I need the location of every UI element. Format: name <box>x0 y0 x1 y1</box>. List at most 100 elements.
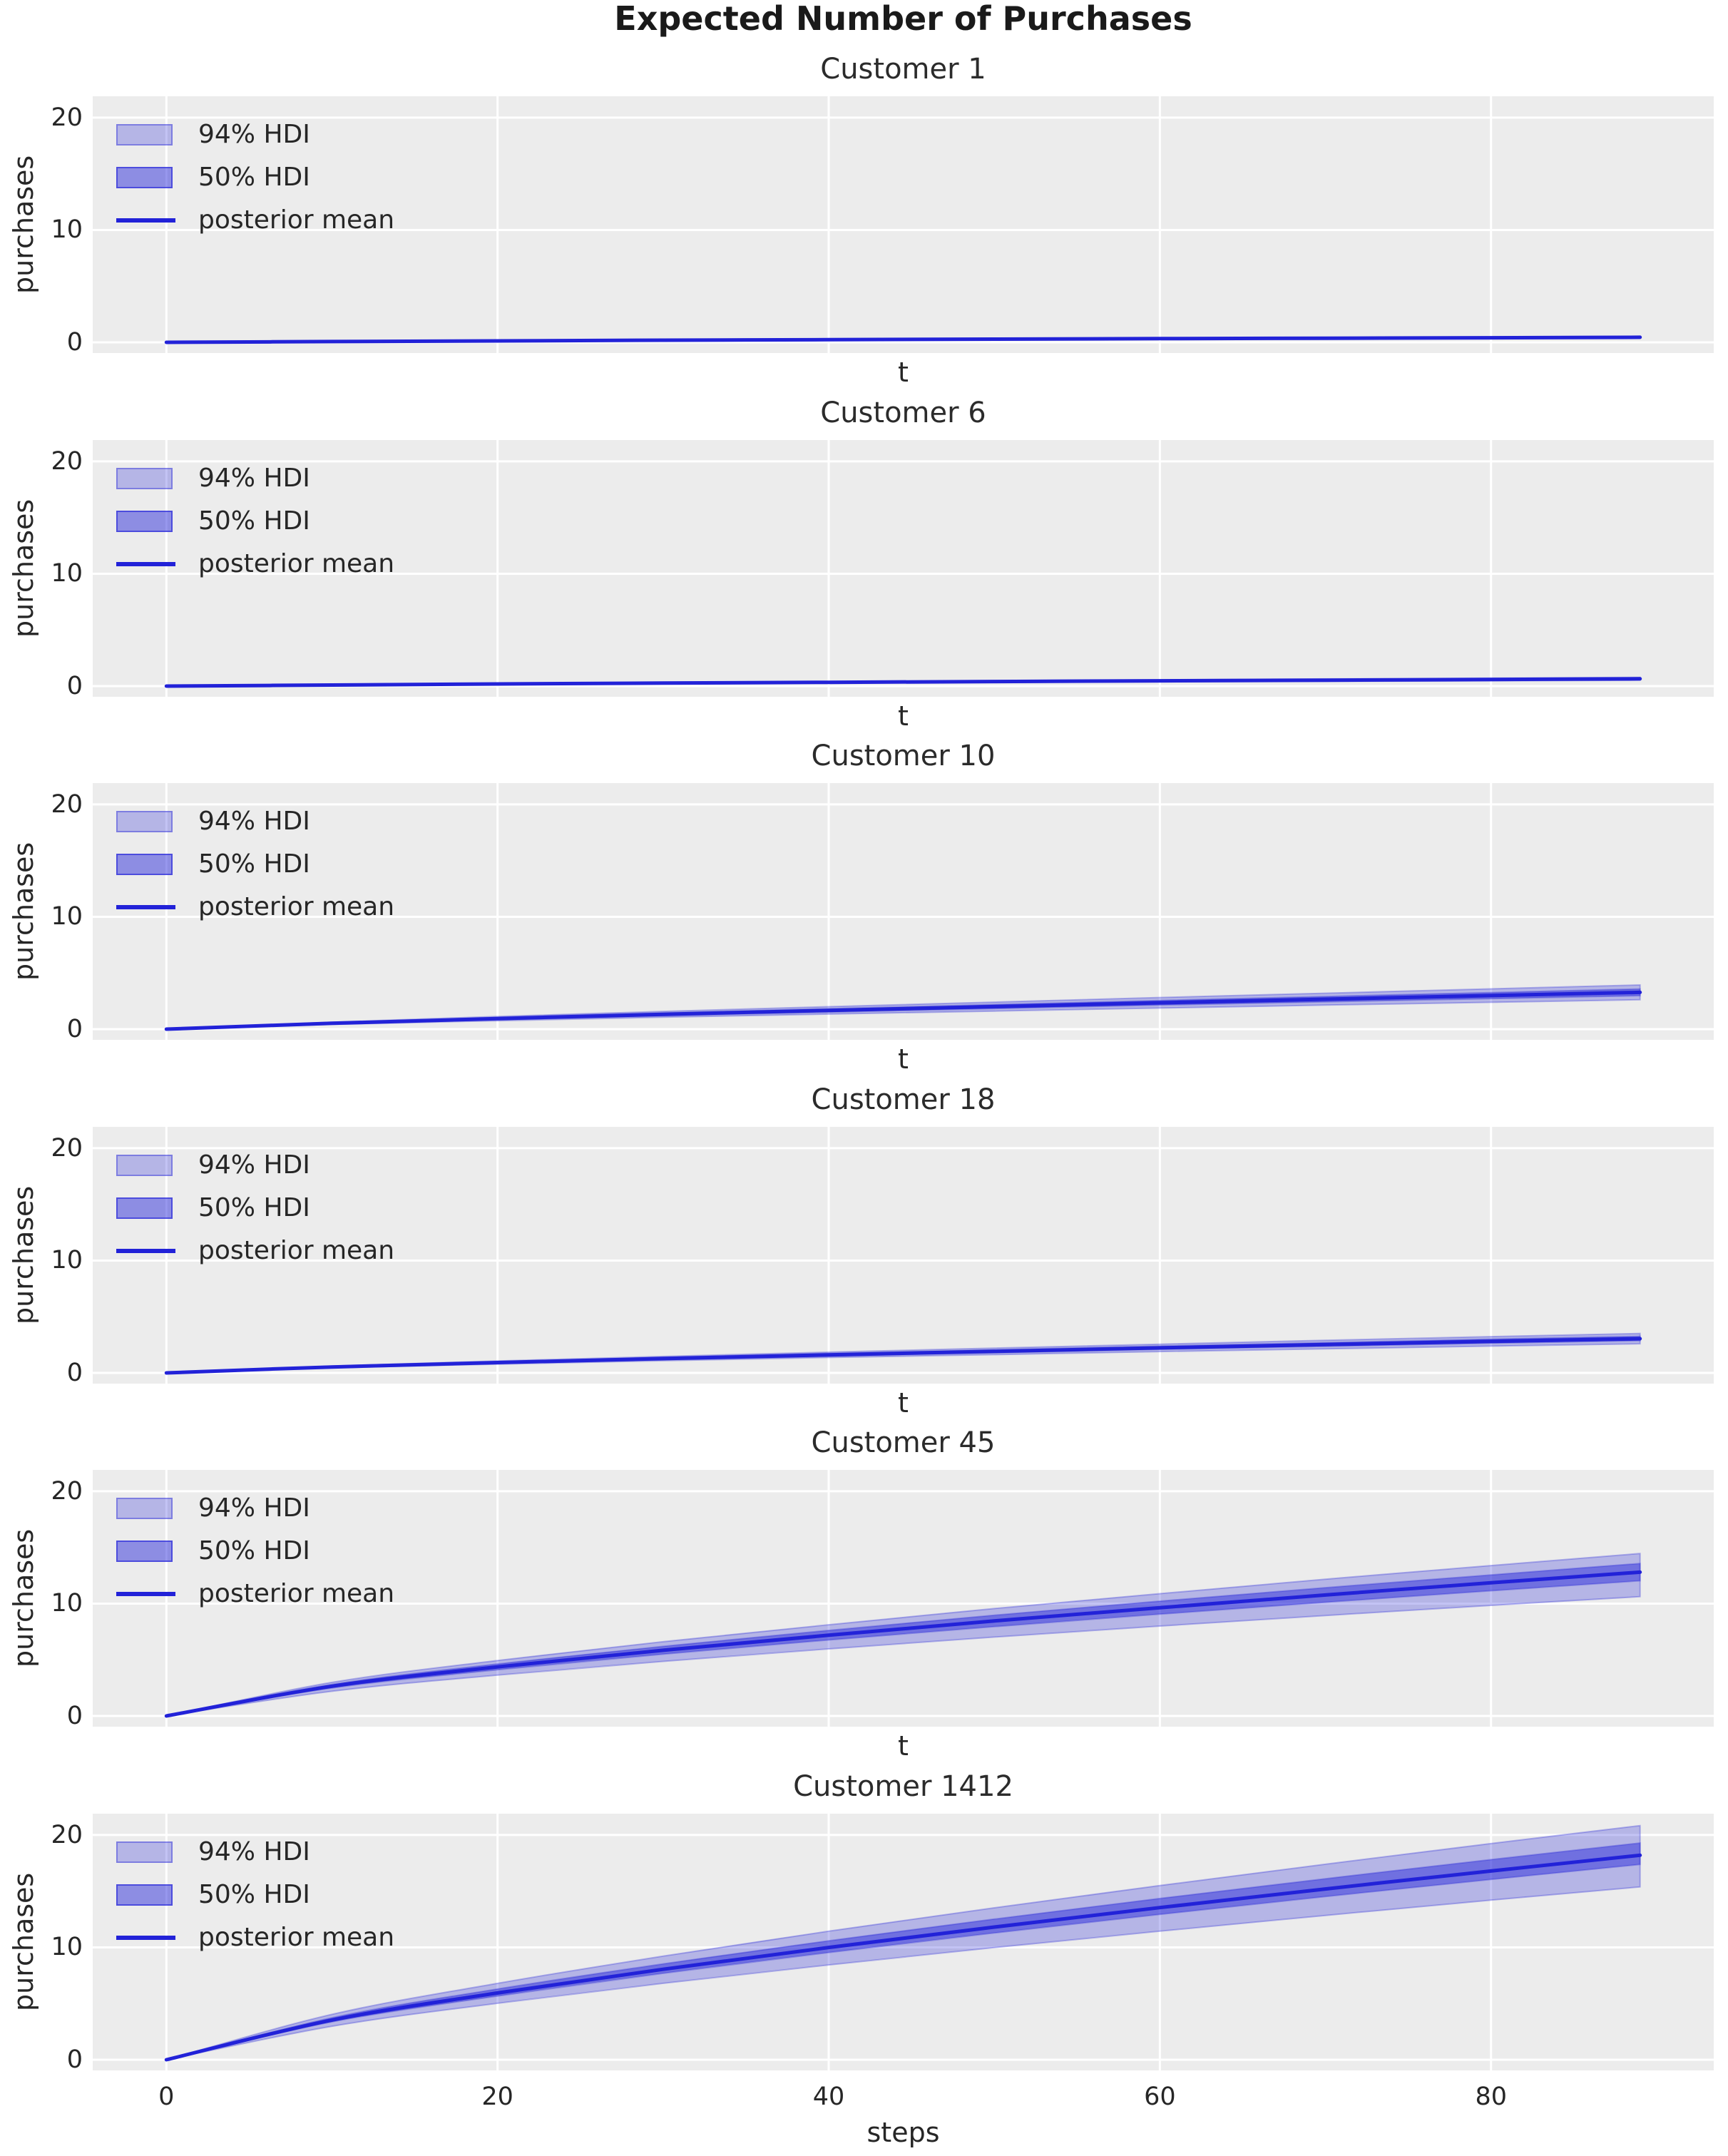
hdi-50-swatch <box>116 1884 173 1906</box>
x-axis-label: t <box>898 357 909 388</box>
legend-entry: posterior mean <box>116 199 394 242</box>
legend-entry: posterior mean <box>116 886 394 929</box>
x-tick-label: 80 <box>1475 2083 1507 2111</box>
plot-area: 94% HDI 50% HDI posterior mean <box>93 96 1714 353</box>
legend-entry: 94% HDI <box>116 1144 394 1187</box>
x-tick-label: 40 <box>812 2083 845 2111</box>
posterior-mean-line-swatch <box>116 218 175 223</box>
y-tick-label: 10 <box>51 1246 83 1275</box>
subplot-customer-5: Customer 45 purchases 94% HDI 50% HDI post… <box>0 1426 1728 1769</box>
legend: 94% HDI 50% HDI posterior mean <box>116 800 394 929</box>
subplot-customer-2: Customer 6 purchases 94% HDI 50% HDI poste… <box>0 396 1728 739</box>
subplot-customer-6: Customer 1412 purchases 94% HDI 50% HDI po… <box>0 1769 1728 2156</box>
hdi-94-swatch <box>116 1155 173 1176</box>
y-tick-label: 10 <box>51 215 83 245</box>
posterior-mean-line-swatch <box>116 905 175 909</box>
posterior-mean-line-swatch <box>116 1936 175 1940</box>
legend-label: posterior mean <box>198 1579 395 1608</box>
hdi-50-swatch <box>116 1197 173 1219</box>
legend-entry: 50% HDI <box>116 1187 394 1230</box>
hdi-94-swatch <box>116 1841 173 1863</box>
subplot-title: Customer 1412 <box>793 1770 1013 1803</box>
plot-area: 94% HDI 50% HDI posterior mean <box>93 1470 1714 1727</box>
hdi-94-swatch <box>116 468 173 489</box>
x-axis-label: t <box>898 1387 909 1419</box>
posterior-mean-line <box>164 1337 1642 1375</box>
legend-label: 94% HDI <box>198 1837 310 1866</box>
posterior-mean-line-swatch <box>116 562 175 566</box>
chart-canvas <box>93 1127 1714 1384</box>
subplot-customer-3: Customer 10 purchases 94% HDI 50% HDI post… <box>0 739 1728 1082</box>
hdi-50-swatch <box>116 1541 173 1562</box>
legend-label: 50% HDI <box>198 163 310 192</box>
subplot-title: Customer 1 <box>820 53 986 86</box>
y-tick-label: 20 <box>51 1820 83 1849</box>
legend-label: 50% HDI <box>198 1536 310 1565</box>
legend-label: posterior mean <box>198 549 395 578</box>
posterior-mean-line-swatch <box>116 1249 175 1253</box>
posterior-mean-line <box>164 677 1642 688</box>
plot-area: 94% HDI 50% HDI posterior mean <box>93 1814 1714 2070</box>
legend: 94% HDI 50% HDI posterior mean <box>116 1144 394 1272</box>
y-tick-label: 0 <box>66 2045 83 2075</box>
legend: 94% HDI 50% HDI posterior mean <box>116 457 394 586</box>
legend-entry: posterior mean <box>116 1573 394 1615</box>
posterior-mean-line <box>164 335 1642 344</box>
posterior-mean-line <box>164 990 1642 1031</box>
posterior-mean-line-swatch <box>116 1592 175 1596</box>
hdi-50-swatch <box>116 854 173 875</box>
legend-entry: 50% HDI <box>116 500 394 543</box>
x-axis-label: t <box>898 1043 909 1075</box>
legend-entry: 94% HDI <box>116 1487 394 1530</box>
x-tick-label: 60 <box>1144 2083 1176 2111</box>
subplot-title: Customer 6 <box>820 397 986 429</box>
x-axis-label: t <box>898 1730 909 1762</box>
y-tick-label: 10 <box>51 902 83 931</box>
plot-area: 94% HDI 50% HDI posterior mean <box>93 783 1714 1040</box>
y-tick-label: 0 <box>66 328 83 357</box>
hdi-94-swatch <box>116 1498 173 1519</box>
y-tick-label: 0 <box>66 1702 83 1731</box>
legend-label: 50% HDI <box>198 849 310 879</box>
x-tick-label: 0 <box>158 2083 175 2111</box>
plot-area: 94% HDI 50% HDI posterior mean <box>93 440 1714 697</box>
hdi-94-swatch <box>116 124 173 145</box>
posterior-mean-line <box>164 1570 1642 1718</box>
legend-label: posterior mean <box>198 1923 395 1952</box>
chart-canvas <box>93 440 1714 697</box>
legend-label: posterior mean <box>198 892 395 921</box>
hdi-50-swatch <box>116 167 173 188</box>
legend-entry: 50% HDI <box>116 1874 394 1916</box>
x-tick-label: 20 <box>481 2083 513 2111</box>
legend: 94% HDI 50% HDI posterior mean <box>116 1831 394 1959</box>
chart-canvas <box>93 783 1714 1040</box>
chart-canvas <box>93 1814 1714 2070</box>
legend-entry: posterior mean <box>116 1230 394 1272</box>
y-tick-label: 10 <box>51 1589 83 1618</box>
figure-title: Expected Number of Purchases <box>614 0 1192 38</box>
hdi-94-band <box>166 1553 1641 1717</box>
legend-entry: 50% HDI <box>116 1530 394 1573</box>
y-tick-label: 20 <box>51 1476 83 1506</box>
legend-label: 94% HDI <box>198 1150 310 1180</box>
y-tick-label: 20 <box>51 103 83 132</box>
legend-entry: posterior mean <box>116 1916 394 1959</box>
legend-entry: posterior mean <box>116 543 394 586</box>
legend-entry: 50% HDI <box>116 156 394 199</box>
legend: 94% HDI 50% HDI posterior mean <box>116 113 394 242</box>
legend-entry: 50% HDI <box>116 843 394 886</box>
x-axis-label: t <box>898 700 909 732</box>
y-tick-label: 20 <box>51 1133 83 1163</box>
legend-label: 50% HDI <box>198 1193 310 1222</box>
subplot-title: Customer 45 <box>811 1426 996 1459</box>
legend-entry: 94% HDI <box>116 800 394 843</box>
posterior-mean-line <box>164 1853 1642 2062</box>
hdi-50-swatch <box>116 511 173 532</box>
subplot-title: Customer 18 <box>811 1083 996 1116</box>
legend-label: 50% HDI <box>198 1880 310 1909</box>
x-axis-label: steps <box>866 2117 940 2148</box>
legend-label: 94% HDI <box>198 807 310 836</box>
chart-canvas <box>93 96 1714 353</box>
y-tick-label: 10 <box>51 1933 83 1962</box>
subplot-customer-4: Customer 18 purchases 94% HDI 50% HDI post… <box>0 1083 1728 1426</box>
